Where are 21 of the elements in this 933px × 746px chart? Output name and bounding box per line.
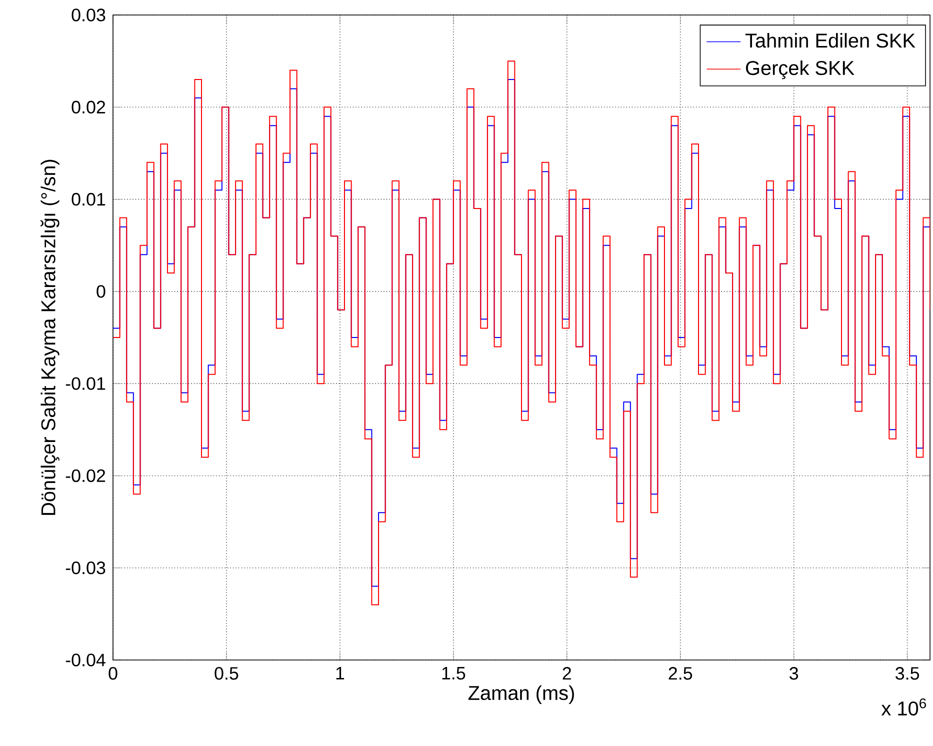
x-tick-label: 2.5 (668, 667, 692, 680)
y-tick-label: -0.03 (66, 562, 106, 574)
y-tick-label: 0.01 (72, 192, 106, 206)
x-tick-label: 3.5 (896, 667, 920, 680)
y-tick-label: 0 (96, 285, 106, 298)
x-tick-label: 2 (562, 667, 571, 680)
x-tick-label: 0 (108, 667, 118, 680)
x-axis-title: Zaman (ms) (468, 685, 574, 704)
x-tick-label: 0.5 (214, 667, 238, 680)
x-tick-label: 1 (336, 667, 344, 680)
legend-label: Tahmin Edilen SKK (745, 33, 916, 48)
y-tick-label: 0.02 (72, 100, 106, 114)
y-tick-label: -0.04 (66, 654, 106, 666)
x-tick-label: 3 (790, 667, 798, 680)
y-tick-label: -0.01 (66, 377, 106, 390)
y-axis-title: Dönülçer Sabit Kayma Kararsızlığı (°/sn) (40, 160, 60, 515)
x-tick-label: 1.5 (442, 667, 466, 680)
legend-label: Gerçek SKK (746, 60, 854, 80)
y-tick-label: 0.03 (72, 8, 106, 22)
y-tick-label: -0.02 (66, 469, 106, 482)
text: x 10$^{6}$ (881, 698, 926, 716)
